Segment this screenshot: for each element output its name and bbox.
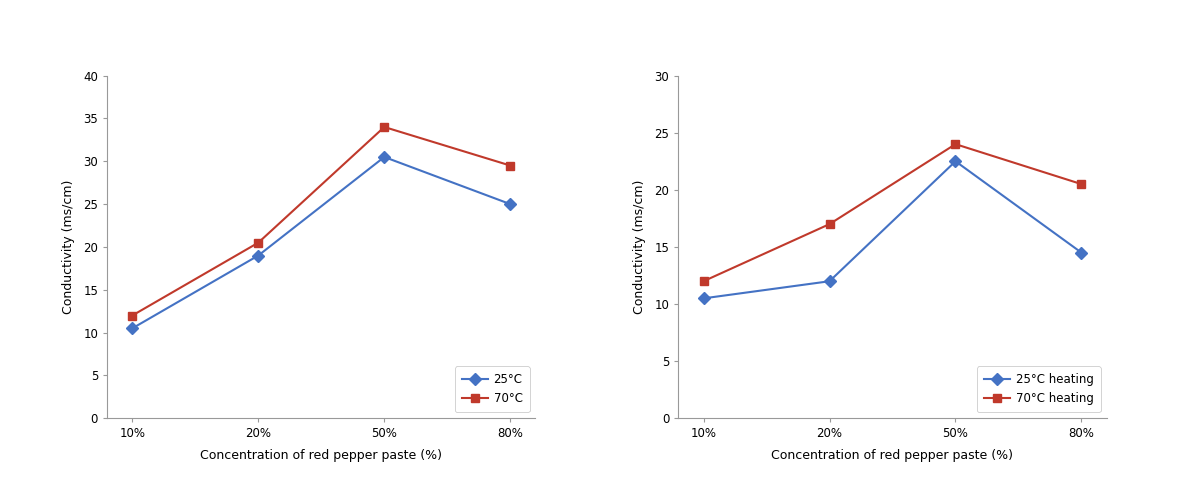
- 25°C heating: [822, 278, 837, 284]
- 70°C: [377, 124, 392, 130]
- 70°C: [503, 162, 518, 168]
- 70°C heating: [822, 221, 837, 227]
- X-axis label: Concentration of red pepper paste (%): Concentration of red pepper paste (%): [200, 449, 443, 462]
- 25°C: [377, 154, 392, 160]
- 25°C: [503, 201, 518, 207]
- 70°C: [251, 239, 265, 245]
- 25°C: [125, 326, 139, 332]
- 25°C: [251, 253, 265, 259]
- 70°C heating: [696, 278, 710, 284]
- Legend: 25°C, 70°C: 25°C, 70°C: [455, 366, 530, 412]
- Line: 25°C: 25°C: [129, 153, 514, 333]
- Line: 70°C heating: 70°C heating: [700, 140, 1085, 285]
- Line: 70°C: 70°C: [129, 123, 514, 320]
- Legend: 25°C heating, 70°C heating: 25°C heating, 70°C heating: [977, 366, 1101, 412]
- Y-axis label: Conductivity (ms/cm): Conductivity (ms/cm): [62, 180, 75, 314]
- Y-axis label: Conductivity (ms/cm): Conductivity (ms/cm): [633, 180, 646, 314]
- Line: 25°C heating: 25°C heating: [700, 157, 1085, 302]
- 25°C heating: [948, 158, 963, 164]
- 70°C: [125, 312, 139, 319]
- X-axis label: Concentration of red pepper paste (%): Concentration of red pepper paste (%): [771, 449, 1014, 462]
- 70°C heating: [1075, 181, 1089, 187]
- 25°C heating: [1075, 249, 1089, 256]
- 25°C heating: [696, 295, 710, 301]
- 70°C heating: [948, 141, 963, 147]
